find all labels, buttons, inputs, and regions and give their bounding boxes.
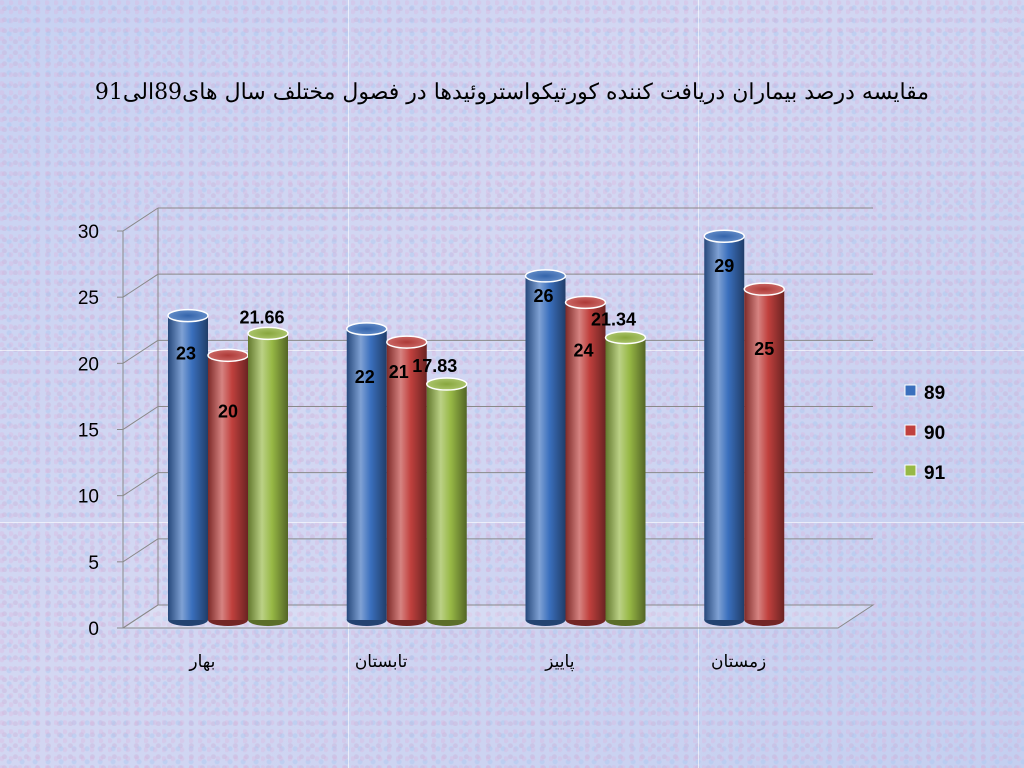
y-tick-label: 10 <box>78 487 99 508</box>
bar-body <box>565 302 606 620</box>
data-label: 22 <box>355 367 375 387</box>
bar-top <box>524 269 567 283</box>
legend-label: 91 <box>924 463 946 484</box>
bar-body <box>704 236 745 620</box>
bar-body <box>168 315 208 620</box>
x-tick-label: بهار <box>188 652 215 672</box>
data-label: 17.83 <box>412 356 457 376</box>
gridline-side <box>122 207 159 232</box>
bar-body <box>605 337 646 620</box>
y-tick-label: 30 <box>78 222 99 243</box>
bar-body <box>248 333 288 620</box>
chart-title: مقایسه درصد بیماران دریافت کننده کورتیکو… <box>94 80 930 105</box>
data-label: 23 <box>176 344 196 364</box>
bar <box>604 330 647 626</box>
bar-body <box>525 275 566 620</box>
bar-top <box>743 282 785 296</box>
bar-top <box>346 322 388 336</box>
bar <box>247 326 289 626</box>
y-tick-label: 25 <box>78 288 99 309</box>
bar-top <box>703 229 745 243</box>
bar <box>167 308 209 626</box>
legend-swatch <box>904 384 917 397</box>
data-label: 21.66 <box>239 307 284 327</box>
bar-top <box>207 348 249 363</box>
gridline-side <box>122 273 159 298</box>
bar-top <box>564 295 607 310</box>
data-label: 21.34 <box>591 310 636 330</box>
data-label: 21 <box>389 362 409 382</box>
bar-top <box>604 330 647 345</box>
y-tick-label: 0 <box>88 619 99 640</box>
bar-top <box>167 308 209 323</box>
bar-body <box>426 384 467 620</box>
data-label: 24 <box>573 340 593 360</box>
bar-top <box>247 326 289 341</box>
gridline-side <box>122 339 159 364</box>
bar-body <box>208 355 248 620</box>
bar-top <box>426 377 468 391</box>
legend-label: 90 <box>924 423 945 444</box>
gridline-side <box>122 472 159 497</box>
data-label: 20 <box>218 401 238 421</box>
bars <box>167 229 785 626</box>
legend-swatch <box>904 424 917 437</box>
y-tick-label: 20 <box>78 354 99 375</box>
bar-body <box>744 289 785 620</box>
bar <box>703 229 745 626</box>
legend-label: 89 <box>924 383 945 404</box>
bar <box>564 295 607 626</box>
x-tick-label: زمستان <box>711 652 766 672</box>
gridline-side <box>122 538 159 563</box>
bar <box>743 282 785 626</box>
x-tick-label: پاییز <box>544 652 574 672</box>
data-label: 29 <box>714 256 734 276</box>
y-tick-label: 15 <box>78 421 99 442</box>
bar <box>207 348 249 626</box>
bar <box>426 377 468 626</box>
x-tick-label: تابستان <box>355 652 408 672</box>
bar-body <box>386 342 427 620</box>
data-label: 25 <box>754 339 774 359</box>
data-label: 26 <box>533 286 553 306</box>
bar-top <box>386 335 428 349</box>
gridline-side <box>122 406 159 430</box>
y-tick-label: 5 <box>88 553 99 574</box>
bar-body <box>346 328 387 620</box>
bar <box>524 269 567 626</box>
legend-swatch <box>904 464 917 477</box>
chart-floor <box>121 604 875 629</box>
bar <box>346 322 388 626</box>
bar <box>386 335 428 626</box>
legend: 89 90 91 <box>904 383 946 484</box>
